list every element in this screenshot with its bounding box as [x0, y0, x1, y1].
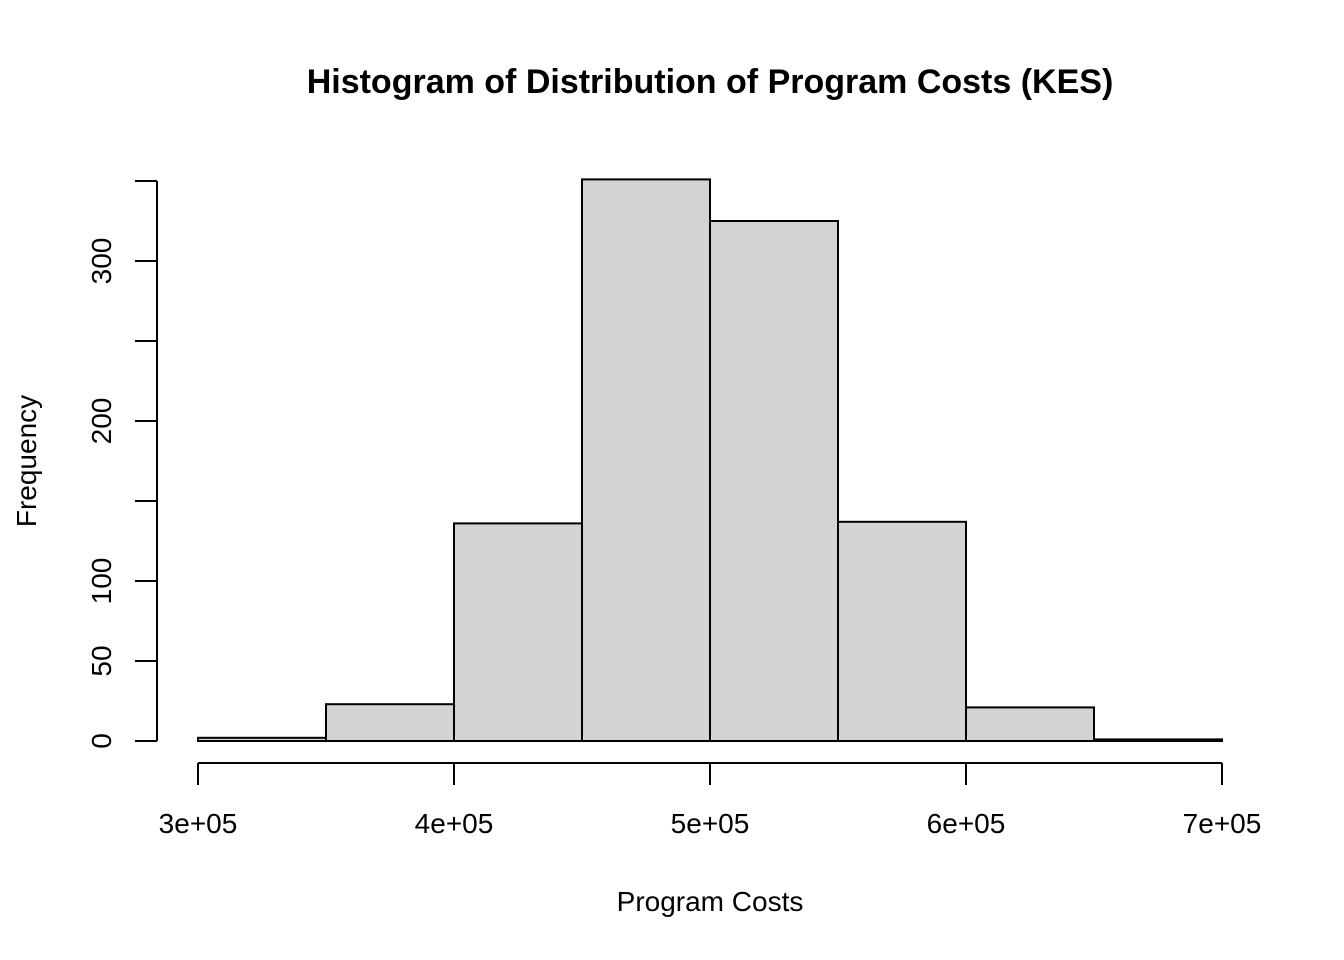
y-axis-label: Frequency	[11, 395, 42, 527]
histogram-bar	[1093, 738, 1223, 743]
y-tick-label: 100	[86, 558, 117, 605]
x-tick-label: 6e+05	[927, 808, 1006, 839]
histogram-bar	[325, 703, 455, 743]
y-axis: 0 50 100 200 300	[86, 180, 158, 749]
x-tick-label: 3e+05	[159, 808, 238, 839]
histogram-bar	[197, 736, 327, 742]
histogram-bar	[581, 178, 711, 742]
x-axis-label: Program Costs	[617, 886, 804, 917]
y-tick-label: 300	[86, 238, 117, 285]
histogram-bar	[965, 706, 1095, 743]
y-tick-label: 0	[86, 733, 117, 749]
x-tick-label: 5e+05	[671, 808, 750, 839]
histogram-bar	[837, 520, 967, 742]
histogram-bar	[453, 522, 583, 743]
x-tick-label: 7e+05	[1183, 808, 1262, 839]
chart-title: Histogram of Distribution of Program Cos…	[307, 63, 1114, 101]
x-tick-label: 4e+05	[415, 808, 494, 839]
histogram-bar	[709, 220, 839, 742]
x-axis: 3e+05 4e+05 5e+05 6e+05 7e+05	[159, 762, 1262, 839]
y-tick-label: 200	[86, 398, 117, 445]
bars-group	[197, 178, 1223, 743]
y-tick-label: 50	[86, 645, 117, 676]
